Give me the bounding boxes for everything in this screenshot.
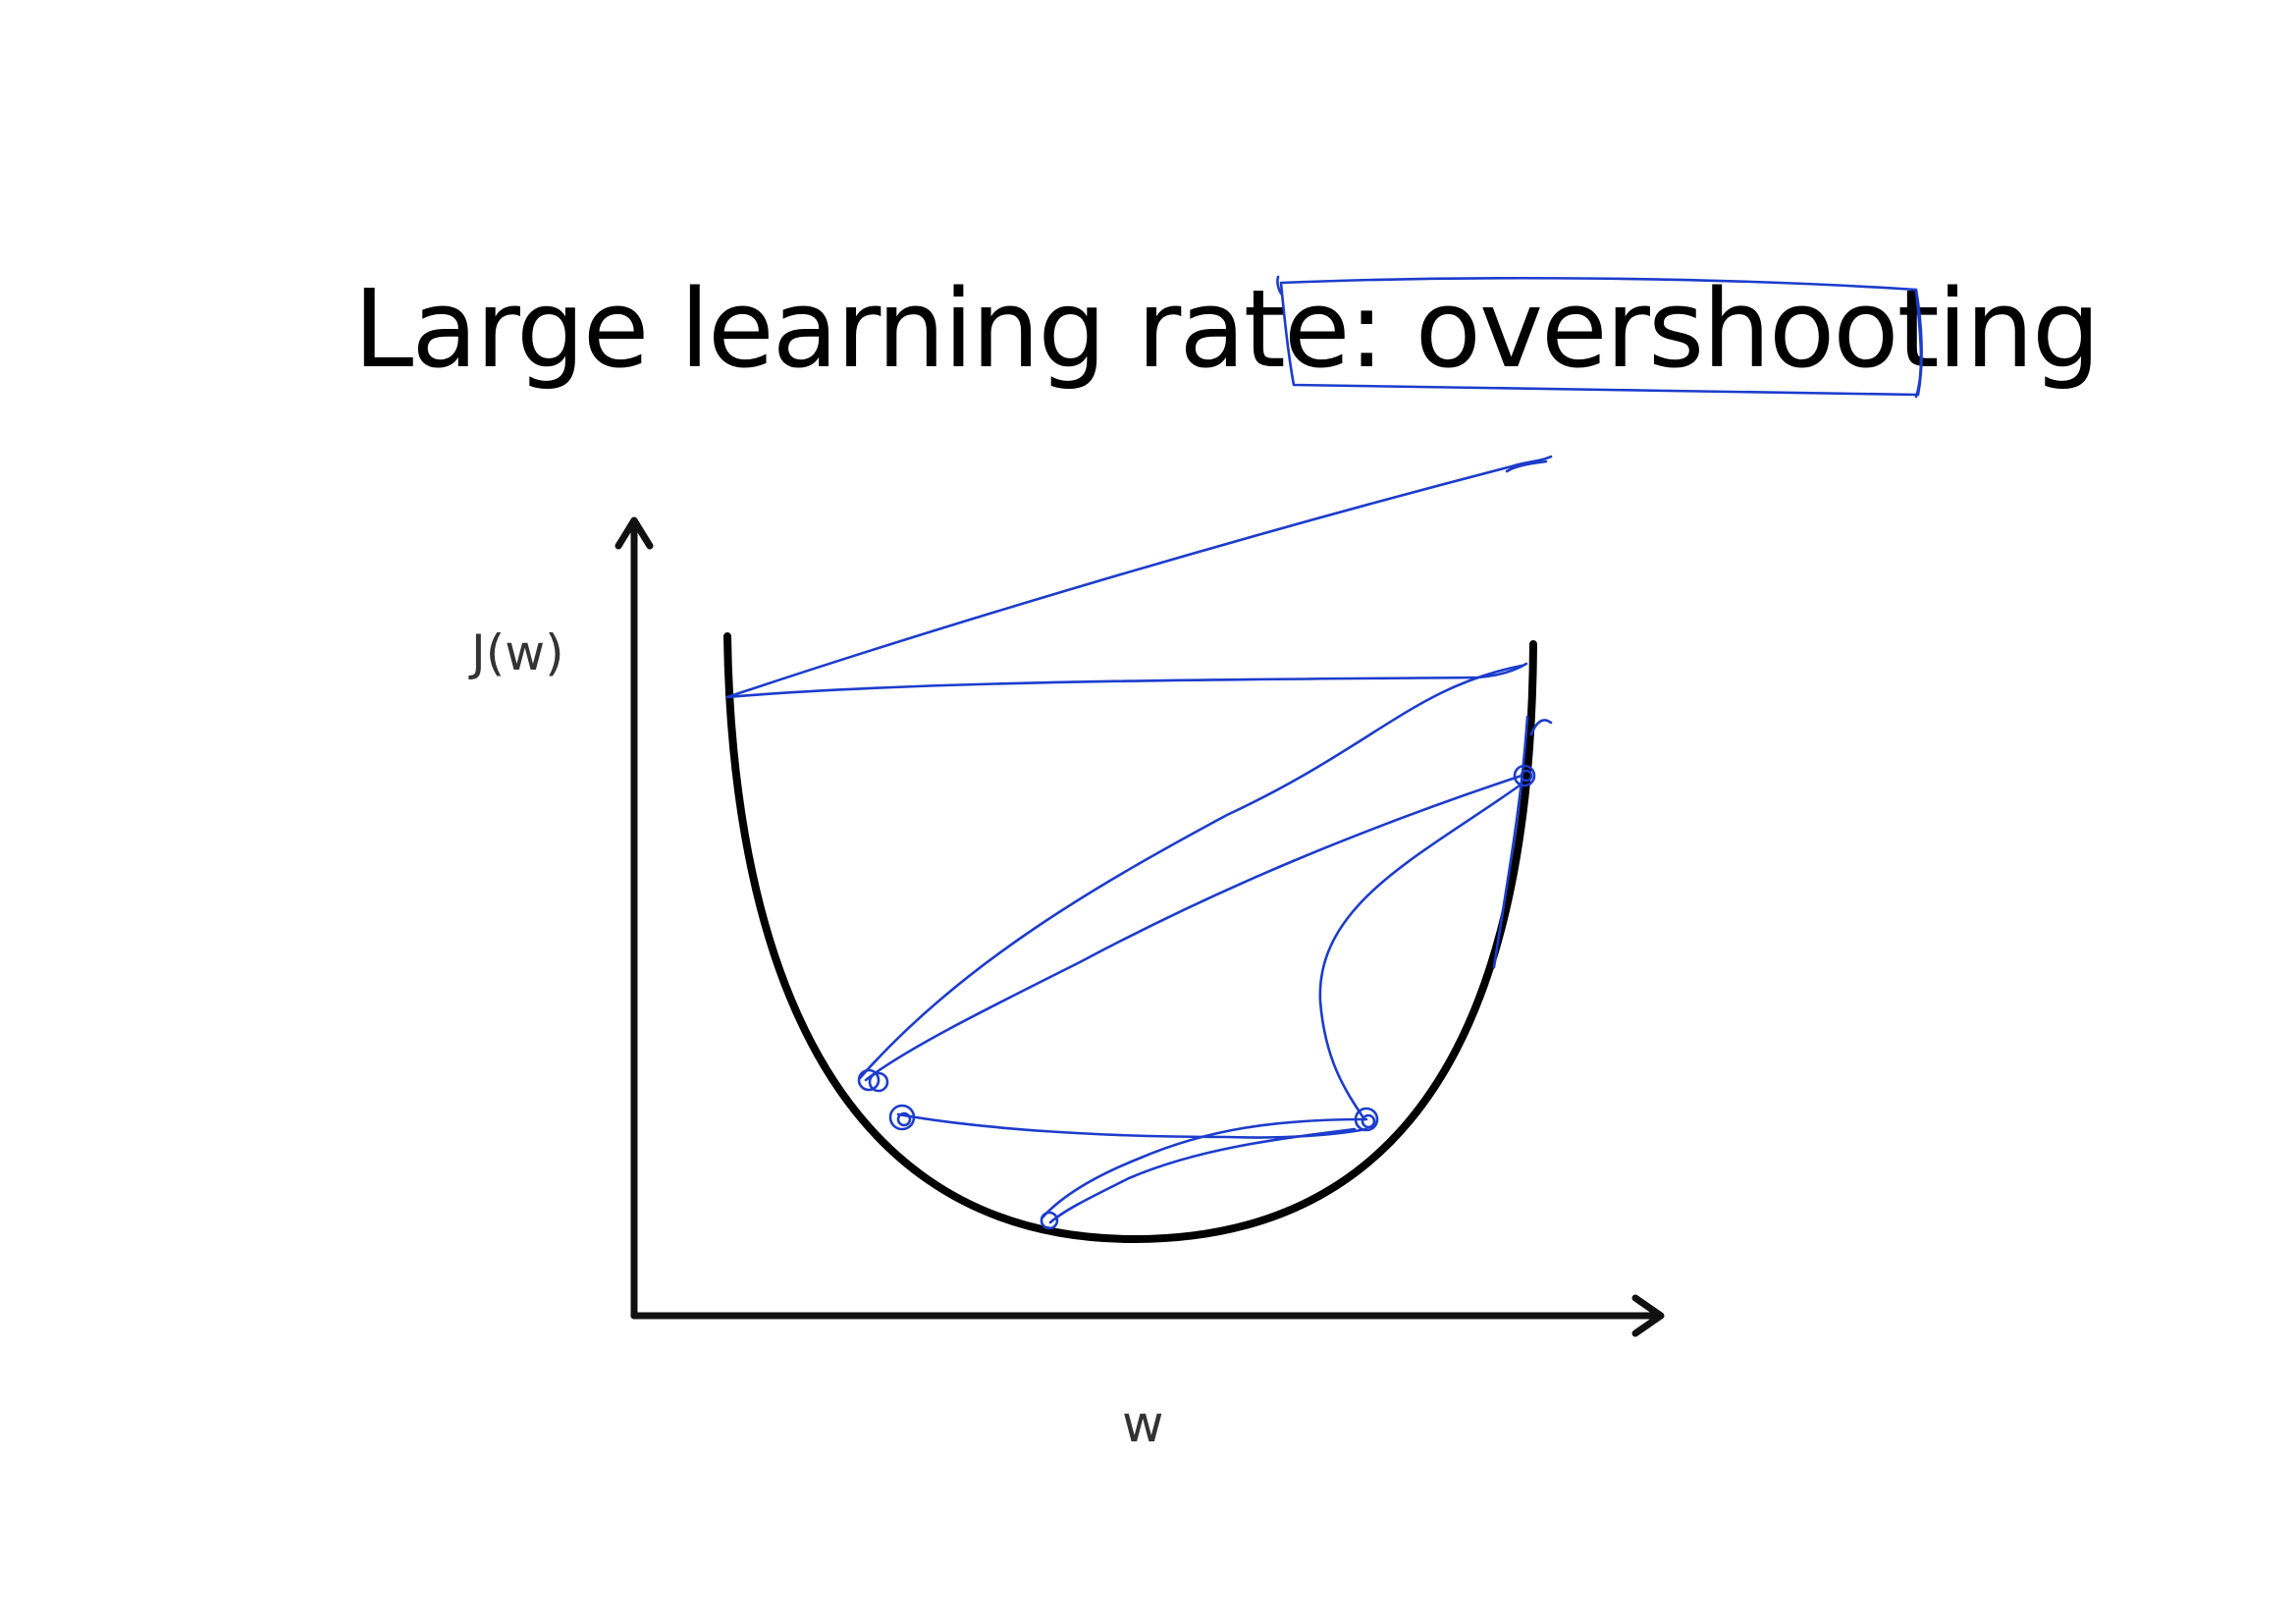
x-axis-label: w — [1122, 1395, 1164, 1454]
x-axis-arrow-icon — [1631, 1294, 1665, 1337]
y-axis-arrow-icon — [614, 516, 654, 550]
title-highlight: overshooting — [1415, 266, 2101, 392]
cost-curve — [723, 632, 1537, 1244]
y-axis-label: J(w) — [468, 624, 564, 681]
divergence-line-ink — [725, 455, 1553, 699]
slide-title: Large learning rate: overshooting — [353, 265, 2101, 393]
highlight-box-ink — [1279, 276, 1923, 397]
ink-annotations — [725, 275, 1923, 1230]
axes — [614, 516, 1665, 1337]
title-prefix: Large learning rate: — [353, 266, 1415, 392]
